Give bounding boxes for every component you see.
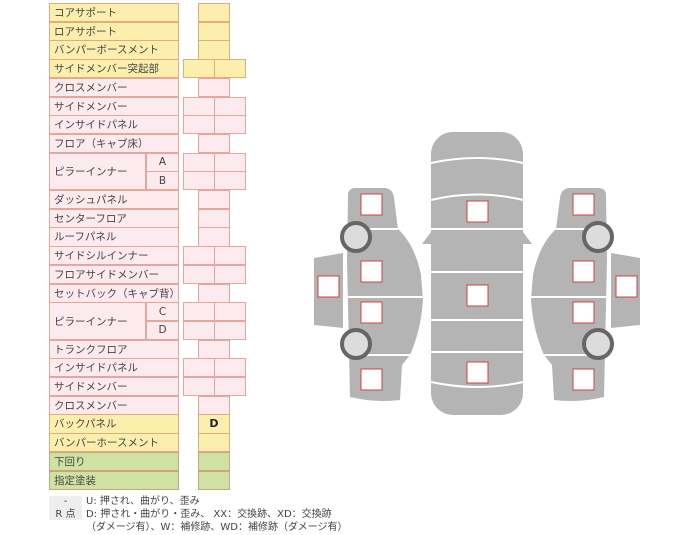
value-cell-right[interactable] <box>214 96 246 116</box>
value-cell[interactable]: D <box>198 414 230 434</box>
damage-mark-box[interactable] <box>572 301 595 324</box>
row-label: クロスメンバー <box>49 395 179 415</box>
value-cell[interactable] <box>198 470 230 490</box>
value-cell-right[interactable] <box>214 171 246 191</box>
damage-mark-box[interactable] <box>466 361 489 384</box>
damage-mark-box[interactable] <box>572 260 595 283</box>
row-label: フロアサイドメンバー <box>49 264 179 284</box>
legend-text: （ダメージ有）、W：補修跡、WD：補修跡（ダメージ有） <box>86 522 348 533</box>
row-label: ロアサポート <box>49 21 179 41</box>
value-cell[interactable] <box>198 395 230 415</box>
legend-text: D: 押され・曲がり・歪み、 XX：交換跡、XD：交換跡 <box>86 509 332 520</box>
row-sublabel: D <box>146 320 179 341</box>
row-label: センターフロア <box>49 208 179 228</box>
row-label: ピラーインナー <box>49 152 146 191</box>
value-cell[interactable] <box>198 190 230 210</box>
damage-mark-box[interactable] <box>615 275 638 298</box>
row-label: 指定塗装 <box>49 470 179 490</box>
row-label: サイドメンバー突起部 <box>49 59 179 79</box>
row-label: コアサポート <box>49 3 179 23</box>
value-cell-right[interactable] <box>214 115 246 135</box>
value-cell-right[interactable] <box>214 358 246 378</box>
row-label: 下回り <box>49 451 179 471</box>
value-cell[interactable] <box>198 227 230 247</box>
row-label: ルーフパネル <box>49 227 179 247</box>
row-sublabel: A <box>146 152 179 172</box>
value-cell-right[interactable] <box>214 302 246 322</box>
row-label: バンパーホースメント <box>49 433 179 453</box>
row-sublabel: B <box>146 171 179 191</box>
row-label: クロスメンバー <box>49 77 179 97</box>
row-label: バックパネル <box>49 414 179 434</box>
damage-mark-box[interactable] <box>466 200 489 223</box>
value-cell-right[interactable] <box>214 320 246 341</box>
car-top-view <box>422 132 532 415</box>
row-label: トランクフロア <box>49 339 179 359</box>
value-cell[interactable] <box>198 433 230 453</box>
legend-key: R 点 <box>49 505 82 520</box>
row-label: インサイドパネル <box>49 115 179 135</box>
value-cell-right[interactable] <box>214 246 246 266</box>
value-cell[interactable] <box>198 3 230 23</box>
value-cell[interactable] <box>198 21 230 41</box>
damage-mark-box[interactable] <box>360 368 383 391</box>
damage-mark-box[interactable] <box>360 193 383 216</box>
value-cell-right[interactable] <box>214 152 246 172</box>
value-cell[interactable] <box>198 451 230 471</box>
row-label: セットバック（キャブ背） <box>49 283 180 303</box>
damage-mark-box[interactable] <box>466 284 489 307</box>
row-sublabel: C <box>146 302 179 322</box>
value-cell[interactable] <box>198 283 230 303</box>
value-cell[interactable] <box>198 77 230 97</box>
row-label: サイドメンバー <box>49 377 179 397</box>
damage-mark-box[interactable] <box>360 260 383 283</box>
wheel-icon <box>582 328 614 360</box>
wheel-icon <box>340 328 372 360</box>
legend-item: R 点 D: 押され・曲がり・歪み、 XX：交換跡、XD：交換跡 <box>49 505 332 520</box>
value-cell-right[interactable] <box>214 264 246 284</box>
value-cell-right[interactable] <box>214 59 246 79</box>
legend-text: U: 押され、曲がり、歪み <box>86 496 200 507</box>
value-cell[interactable] <box>198 40 230 60</box>
row-label: サイドシルインナー <box>49 246 179 266</box>
row-label: インサイドパネル <box>49 358 179 378</box>
damage-mark-box[interactable] <box>360 301 383 324</box>
legend-key: - <box>49 496 82 507</box>
damage-mark-box[interactable] <box>572 193 595 216</box>
wheel-icon <box>582 221 614 253</box>
row-label: ダッシュパネル <box>49 190 179 210</box>
value-cell-right[interactable] <box>214 377 246 397</box>
damage-mark-box[interactable] <box>572 368 595 391</box>
legend-item: （ダメージ有）、W：補修跡、WD：補修跡（ダメージ有） <box>49 518 347 533</box>
car-right-side-view <box>530 188 640 401</box>
value-cell[interactable] <box>198 133 230 154</box>
legend-item: - U: 押され、曲がり、歪み <box>49 492 200 507</box>
row-label: バンパーボースメント <box>49 40 179 60</box>
car-left-side-view <box>314 188 424 401</box>
value-cell[interactable] <box>198 208 230 228</box>
wheel-icon <box>340 221 372 253</box>
row-label: フロア（キャブ床） <box>49 133 179 154</box>
damage-mark-box[interactable] <box>317 275 340 298</box>
row-label: サイドメンバー <box>49 96 179 116</box>
value-cell[interactable] <box>198 339 230 359</box>
row-label: ピラーインナー <box>49 302 146 341</box>
